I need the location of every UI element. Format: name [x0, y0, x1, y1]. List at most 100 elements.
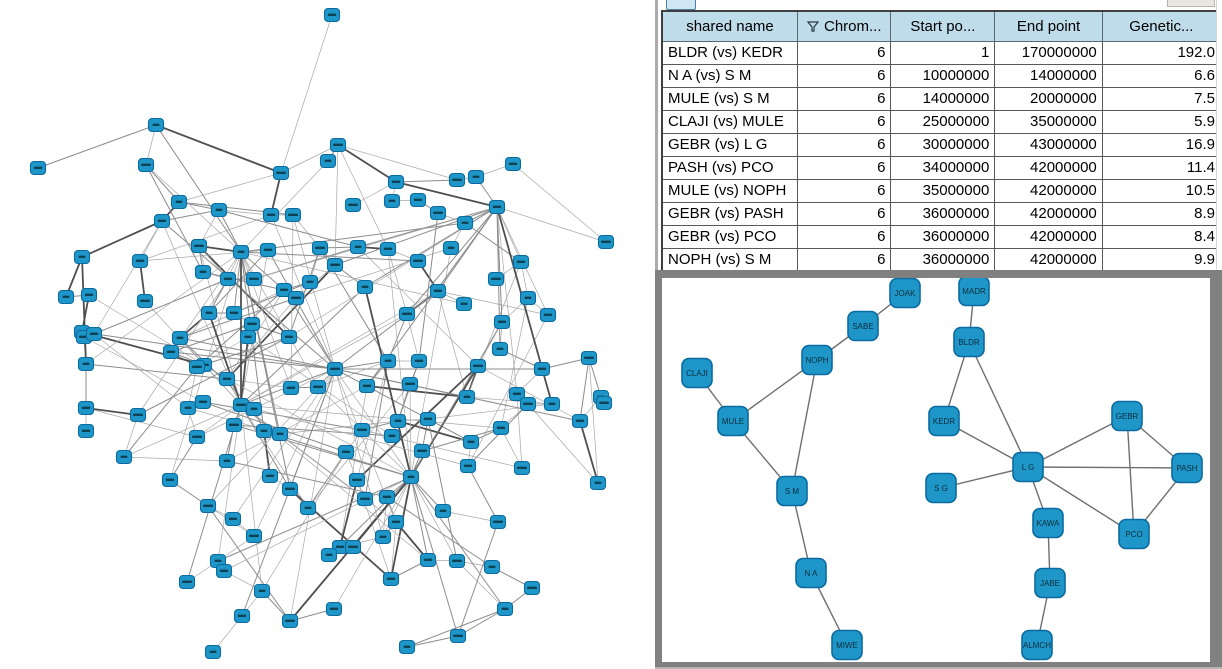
subnetwork-node-kedr[interactable]: KEDR: [928, 405, 960, 437]
table-row[interactable]: MULE (vs) S M 6 14000000 20000000 7.5: [661, 87, 1222, 111]
table-cell[interactable]: 43000000: [994, 133, 1103, 157]
network-node[interactable]: [282, 380, 300, 396]
network-node[interactable]: [353, 422, 371, 438]
network-node[interactable]: [170, 194, 188, 210]
network-node[interactable]: [272, 165, 290, 181]
network-node[interactable]: [171, 330, 189, 346]
network-node[interactable]: [356, 279, 374, 295]
subnetwork-node-sabe[interactable]: SABE: [847, 310, 879, 342]
network-node[interactable]: [429, 283, 447, 299]
network-node[interactable]: [281, 613, 299, 629]
table-cell[interactable]: 5.9: [1101, 110, 1222, 134]
network-node[interactable]: [188, 359, 206, 375]
network-node[interactable]: [259, 242, 277, 258]
network-node[interactable]: [467, 169, 485, 185]
network-node[interactable]: [275, 282, 293, 298]
table-cell[interactable]: 42000000: [994, 202, 1103, 226]
table-row[interactable]: GEBR (vs) L G 6 30000000 43000000 16.9: [661, 133, 1222, 157]
table-row[interactable]: N A (vs) S M 6 10000000 14000000 6.6: [661, 64, 1222, 88]
network-node[interactable]: [80, 287, 98, 303]
network-node[interactable]: [161, 472, 179, 488]
toolbar-fragment-tab[interactable]: [666, 0, 696, 10]
table-row[interactable]: GEBR (vs) PASH 6 36000000 42000000 8.9: [661, 202, 1222, 226]
node-shape[interactable]: [681, 357, 713, 389]
network-node[interactable]: [271, 426, 289, 442]
network-node[interactable]: [224, 511, 242, 527]
subnetwork-node-claji[interactable]: CLAJI: [681, 357, 713, 389]
network-node[interactable]: [200, 305, 218, 321]
network-node[interactable]: [455, 296, 473, 312]
table-row[interactable]: NOPH (vs) S M 6 36000000 42000000 9.9: [661, 248, 1222, 273]
network-node[interactable]: [77, 400, 95, 416]
network-node[interactable]: [504, 156, 522, 172]
node-shape[interactable]: [1118, 518, 1150, 550]
network-node[interactable]: [492, 420, 510, 436]
table-cell[interactable]: 35000000: [890, 179, 996, 203]
subnetwork-node-pash[interactable]: PASH: [1171, 452, 1203, 484]
network-node[interactable]: [409, 192, 427, 208]
table-cell[interactable]: 10000000: [890, 64, 996, 88]
subnetwork-svg[interactable]: JOAK MADR SABE NOPH BLDR CLAJI MULE KEDR GEBR L G…: [662, 275, 1210, 662]
network-node[interactable]: [469, 358, 487, 374]
table-cell[interactable]: 1: [890, 41, 996, 65]
table-row[interactable]: PASH (vs) PCO 6 34000000 42000000 11.4: [661, 156, 1222, 180]
network-node[interactable]: [77, 356, 95, 372]
network-node[interactable]: [131, 253, 149, 269]
network-node[interactable]: [344, 539, 362, 555]
network-node[interactable]: [402, 469, 420, 485]
table-cell[interactable]: 36000000: [890, 202, 996, 226]
table-cell[interactable]: PASH (vs) PCO: [661, 156, 798, 180]
network-node[interactable]: [387, 174, 405, 190]
subnetwork-node-l-g[interactable]: L G: [1012, 451, 1044, 483]
network-node[interactable]: [232, 244, 250, 260]
network-node[interactable]: [225, 305, 243, 321]
network-node[interactable]: [539, 307, 557, 323]
network-node[interactable]: [419, 411, 437, 427]
network-node[interactable]: [210, 202, 228, 218]
subnetwork-node-n-a[interactable]: N A: [795, 557, 827, 589]
network-node[interactable]: [301, 274, 319, 290]
network-node[interactable]: [194, 394, 212, 410]
table-cell[interactable]: 34000000: [890, 156, 996, 180]
network-node[interactable]: [162, 344, 180, 360]
table-cell[interactable]: 6: [796, 248, 892, 273]
network-node[interactable]: [379, 241, 397, 257]
network-node[interactable]: [387, 514, 405, 530]
network-node[interactable]: [73, 249, 91, 265]
table-cell[interactable]: N A (vs) S M: [661, 64, 798, 88]
network-node[interactable]: [299, 500, 317, 516]
table-cell[interactable]: 6: [796, 64, 892, 88]
network-node[interactable]: [178, 574, 196, 590]
network-node[interactable]: [329, 137, 347, 153]
network-node[interactable]: [218, 453, 236, 469]
subnetwork-node-bldr[interactable]: BLDR: [953, 326, 985, 358]
table-cell[interactable]: 14000000: [994, 64, 1103, 88]
network-node[interactable]: [243, 316, 261, 332]
subnetwork-node-pco[interactable]: PCO: [1118, 518, 1150, 550]
node-shape[interactable]: [925, 472, 957, 504]
network-node[interactable]: [597, 234, 615, 250]
filter-icon[interactable]: [806, 21, 819, 32]
network-node[interactable]: [508, 386, 526, 402]
network-node[interactable]: [379, 353, 397, 369]
subnetwork-node-kawa[interactable]: KAWA: [1032, 507, 1064, 539]
table-cell[interactable]: NOPH (vs) S M: [661, 248, 798, 273]
table-row[interactable]: CLAJI (vs) MULE 6 25000000 35000000 5.9: [661, 110, 1222, 134]
network-node[interactable]: [219, 271, 237, 287]
network-node[interactable]: [489, 514, 507, 530]
table-cell[interactable]: MULE (vs) NOPH: [661, 179, 798, 203]
network-node[interactable]: [429, 205, 447, 221]
node-shape[interactable]: [1012, 451, 1044, 483]
network-node[interactable]: [513, 460, 531, 476]
network-node[interactable]: [218, 371, 236, 387]
network-node[interactable]: [398, 639, 416, 655]
column-header-0[interactable]: shared name: [661, 11, 798, 42]
table-cell[interactable]: 36000000: [890, 225, 996, 249]
network-node[interactable]: [493, 314, 511, 330]
network-node[interactable]: [147, 117, 165, 133]
network-node[interactable]: [194, 264, 212, 280]
subnetwork-node-madr[interactable]: MADR: [958, 275, 990, 307]
network-node[interactable]: [262, 207, 280, 223]
table-cell[interactable]: 6.6: [1101, 64, 1222, 88]
table-cell[interactable]: 6: [796, 225, 892, 249]
